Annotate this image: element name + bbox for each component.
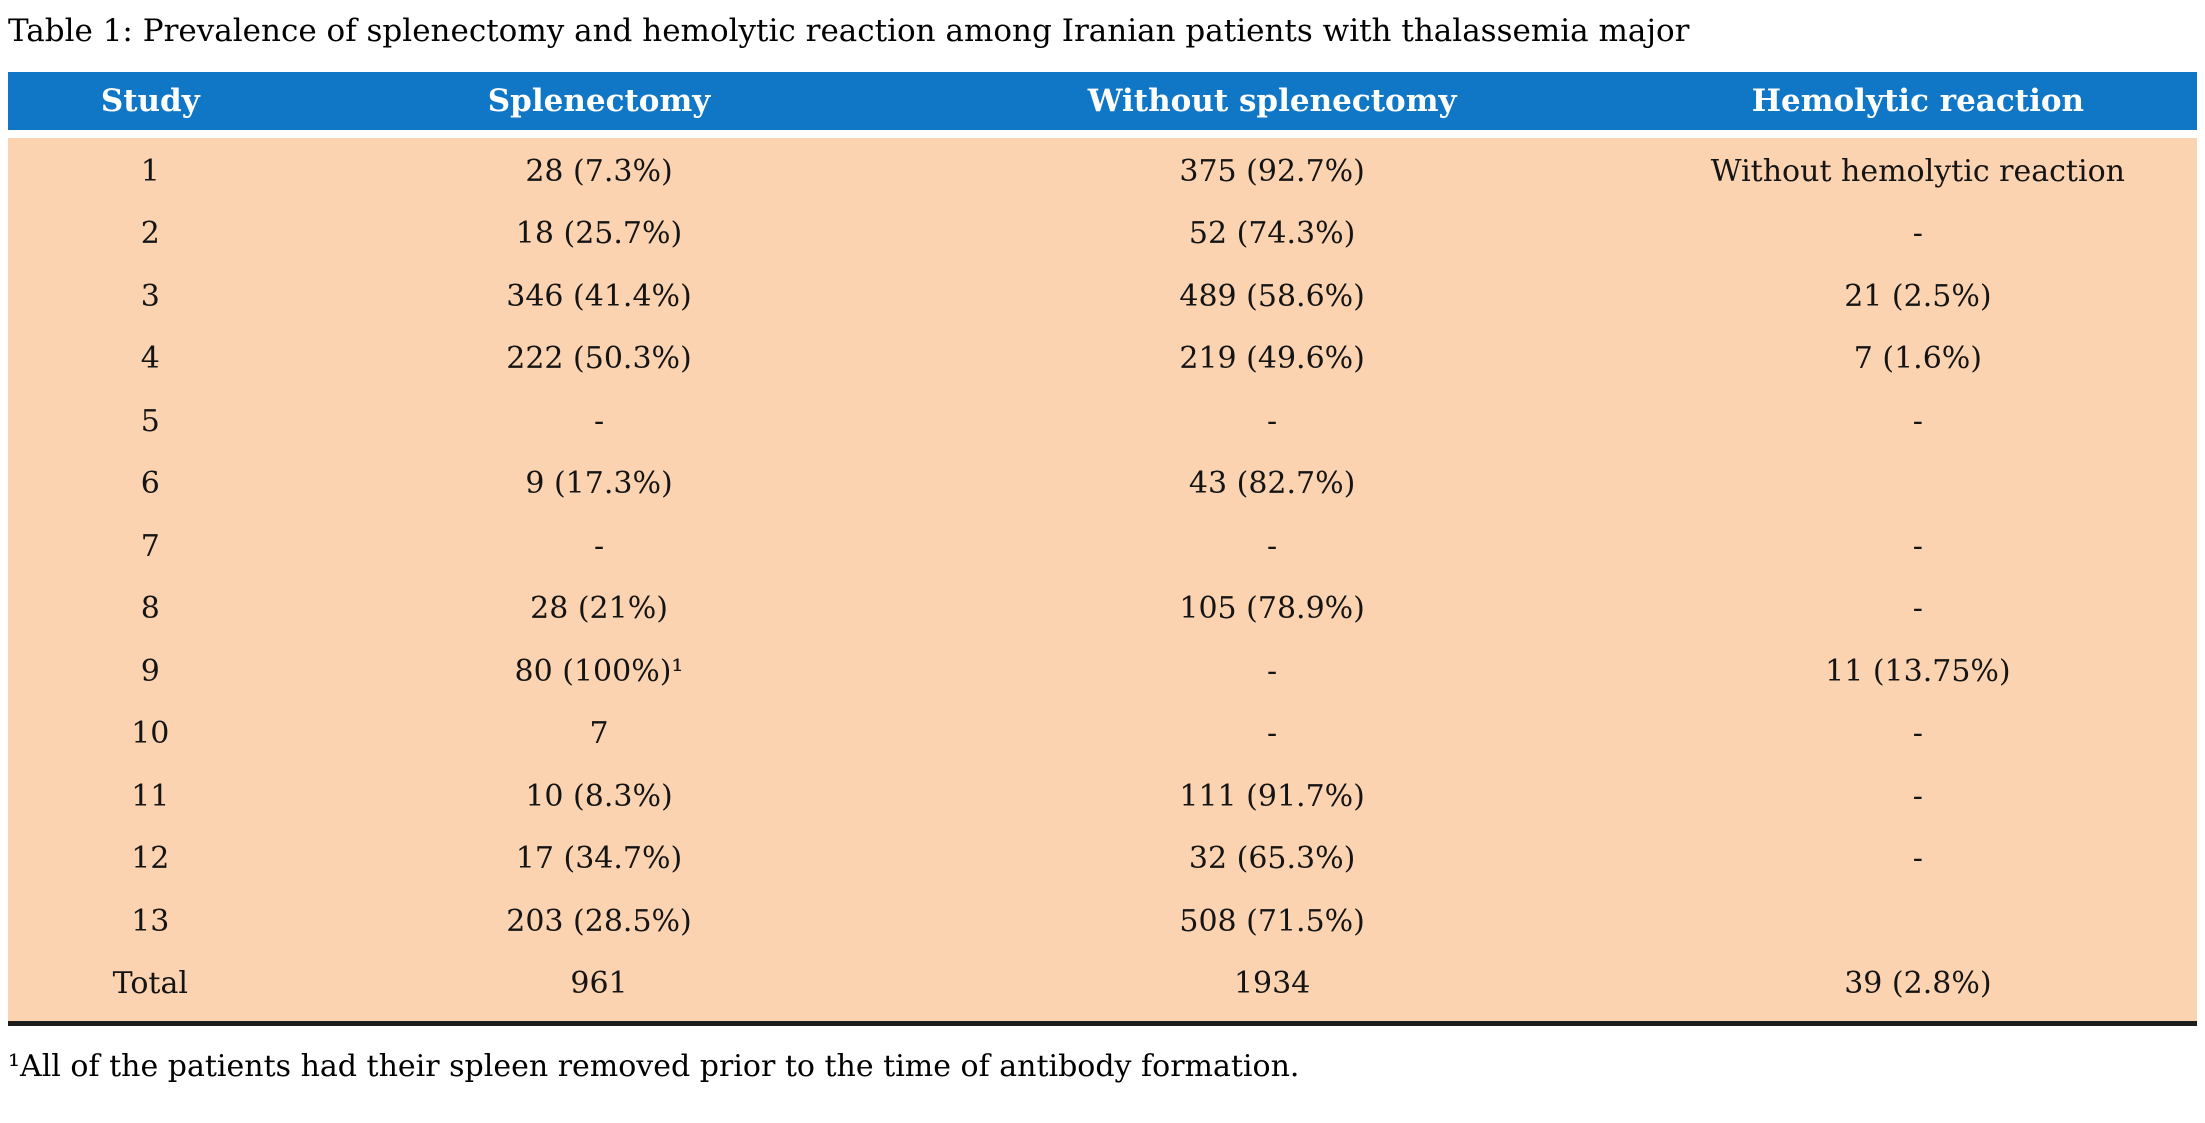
study-cell: 6 <box>140 466 160 502</box>
without-splenectomy-cell: - <box>1267 528 1278 564</box>
table-row: 13 203 (28.5%) 508 (71.5%) <box>8 890 2197 953</box>
without-splenectomy-cell: 219 (49.6%) <box>1179 341 1365 377</box>
table-row: 1 28 (7.3%) 375 (92.7%) Without hemolyti… <box>8 140 2197 203</box>
table-row: 12 17 (34.7%) 32 (65.3%) - <box>8 828 2197 891</box>
footnote: ¹All of the patients had their spleen re… <box>8 1049 1300 1084</box>
without-splenectomy-cell: 508 (71.5%) <box>1179 903 1365 939</box>
splenectomy-cell: 28 (7.3%) <box>525 153 673 189</box>
without-splenectomy-cell: 32 (65.3%) <box>1188 841 1356 877</box>
hemolytic-reaction-cell: - <box>1912 216 1923 252</box>
splenectomy-cell: 28 (21%) <box>530 591 668 627</box>
without-splenectomy-cell: 43 (82.7%) <box>1188 466 1356 502</box>
without-splenectomy-cell: 489 (58.6%) <box>1179 278 1365 314</box>
study-cell: 10 <box>131 716 170 752</box>
study-cell: 12 <box>131 841 170 877</box>
study-cell: 7 <box>140 528 160 564</box>
splenectomy-cell: - <box>593 528 605 564</box>
hemolytic-reaction-cell: - <box>1912 591 1923 627</box>
splenectomy-cell: 10 (8.3%) <box>525 778 673 814</box>
hemolytic-reaction-cell: - <box>1912 841 1923 877</box>
table: Study Splenectomy Without splenectomy He… <box>8 72 2197 1026</box>
without-splenectomy-cell: - <box>1267 653 1278 689</box>
table-body: 1 28 (7.3%) 375 (92.7%) Without hemolyti… <box>8 138 2197 1026</box>
splenectomy-cell: 203 (28.5%) <box>506 903 692 939</box>
without-splenectomy-cell: 52 (74.3%) <box>1188 216 1356 252</box>
table-row: Total 961 1934 39 (2.8%) <box>8 953 2197 1016</box>
table-row: 2 18 (25.7%) 52 (74.3%) - <box>8 203 2197 266</box>
without-splenectomy-cell: 111 (91.7%) <box>1179 778 1365 814</box>
study-cell: 8 <box>140 591 160 627</box>
splenectomy-cell: 18 (25.7%) <box>515 216 683 252</box>
without-splenectomy-cell: - <box>1267 403 1278 439</box>
without-splenectomy-cell: 1934 <box>1233 966 1311 1002</box>
study-cell: 4 <box>140 341 160 377</box>
splenectomy-cell: 222 (50.3%) <box>506 341 692 377</box>
table-row: 4 222 (50.3%) 219 (49.6%) 7 (1.6%) <box>8 328 2197 391</box>
splenectomy-cell: 7 <box>589 716 609 752</box>
table-row: 10 7 - - <box>8 703 2197 766</box>
splenectomy-cell: 17 (34.7%) <box>515 841 683 877</box>
hemolytic-reaction-cell: Without hemolytic reaction <box>1710 153 2125 189</box>
table-row: 8 28 (21%) 105 (78.9%) - <box>8 578 2197 641</box>
table-row: 7 - - - <box>8 515 2197 578</box>
without-splenectomy-cell: - <box>1267 716 1278 752</box>
study-cell: 13 <box>131 903 170 939</box>
study-cell: 5 <box>140 403 160 439</box>
column-header-splenectomy: Splenectomy <box>487 83 711 119</box>
hemolytic-reaction-cell: - <box>1912 528 1923 564</box>
table-row: 11 10 (8.3%) 111 (91.7%) - <box>8 765 2197 828</box>
study-cell: Total <box>112 966 188 1002</box>
table-row: 5 - - - <box>8 390 2197 453</box>
hemolytic-reaction-cell: - <box>1912 716 1923 752</box>
table-row: 6 9 (17.3%) 43 (82.7%) <box>8 453 2197 516</box>
without-splenectomy-cell: 105 (78.9%) <box>1179 591 1365 627</box>
study-cell: 2 <box>140 216 160 252</box>
hemolytic-reaction-cell: 11 (13.75%) <box>1825 653 2011 689</box>
study-cell: 1 <box>140 153 160 189</box>
table-row: 3 346 (41.4%) 489 (58.6%) 21 (2.5%) <box>8 265 2197 328</box>
study-cell: 11 <box>131 778 170 814</box>
table-caption: Table 1: Prevalence of splenectomy and h… <box>8 13 1690 49</box>
splenectomy-cell: 346 (41.4%) <box>506 278 692 314</box>
splenectomy-cell: 961 <box>570 966 628 1002</box>
study-cell: 3 <box>140 278 160 314</box>
hemolytic-reaction-cell: 21 (2.5%) <box>1844 278 1992 314</box>
column-header-study: Study <box>100 83 200 119</box>
study-cell: 9 <box>140 653 160 689</box>
splenectomy-cell: 80 (100%)¹ <box>514 653 684 689</box>
splenectomy-cell: 9 (17.3%) <box>525 466 673 502</box>
hemolytic-reaction-cell: 39 (2.8%) <box>1844 966 1992 1002</box>
hemolytic-reaction-cell: 7 (1.6%) <box>1853 341 1982 377</box>
column-header-without-splenectomy: Without splenectomy <box>1087 83 1457 119</box>
splenectomy-cell: - <box>593 403 605 439</box>
table-row: 9 80 (100%)¹ - 11 (13.75%) <box>8 640 2197 703</box>
column-header-hemolytic-reaction: Hemolytic reaction <box>1751 83 2085 119</box>
hemolytic-reaction-cell: - <box>1912 778 1923 814</box>
hemolytic-reaction-cell: - <box>1912 403 1923 439</box>
table-header-row: Study Splenectomy Without splenectomy He… <box>8 72 2197 130</box>
without-splenectomy-cell: 375 (92.7%) <box>1179 153 1365 189</box>
